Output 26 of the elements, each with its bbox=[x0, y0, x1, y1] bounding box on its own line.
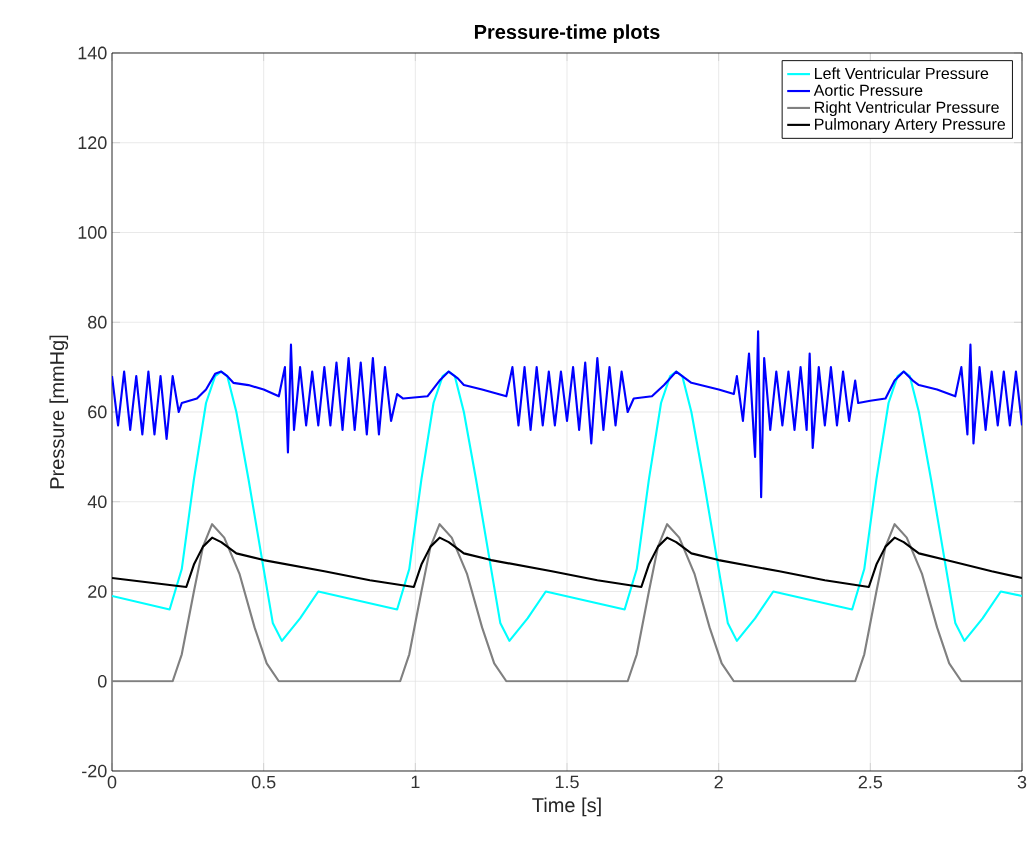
y-tick-label: 120 bbox=[78, 136, 107, 150]
x-tick-label: 1.5 bbox=[555, 775, 579, 789]
y-tick-label: 80 bbox=[88, 315, 107, 329]
line-series bbox=[112, 330, 1023, 499]
legend-label: Aortic Pressure bbox=[813, 84, 923, 96]
y-tick-label: 20 bbox=[88, 585, 107, 598]
x-tick-label: 1 bbox=[411, 775, 420, 789]
y-tick-label: 60 bbox=[88, 405, 107, 419]
x-tick-label: 2 bbox=[714, 775, 723, 789]
y-tick-label: -20 bbox=[82, 764, 107, 778]
chart-title: Pressure-time plots bbox=[474, 24, 660, 43]
legend-label: Pulmonary Artery Pressure bbox=[815, 118, 1006, 133]
x-axis-title: Time [s] bbox=[532, 797, 601, 817]
x-tick-label: 0.5 bbox=[251, 775, 276, 789]
legend-label: Right Ventricular Pressure bbox=[815, 101, 999, 117]
legend-label: Left Ventricular Pressure bbox=[815, 67, 989, 80]
x-tick-label: 0 bbox=[107, 775, 117, 789]
line-series bbox=[112, 523, 1023, 683]
y-tick-label: 0 bbox=[97, 674, 107, 688]
y-tick-label: 140 bbox=[78, 46, 107, 60]
y-tick-label: 100 bbox=[78, 226, 107, 239]
line-series bbox=[112, 370, 1023, 642]
x-tick-label: 2.5 bbox=[858, 775, 883, 789]
y-tick-label: 40 bbox=[87, 495, 107, 509]
y-axis-title: Pressure [mmHg] bbox=[49, 335, 69, 489]
x-tick-label: 3 bbox=[1017, 775, 1027, 789]
